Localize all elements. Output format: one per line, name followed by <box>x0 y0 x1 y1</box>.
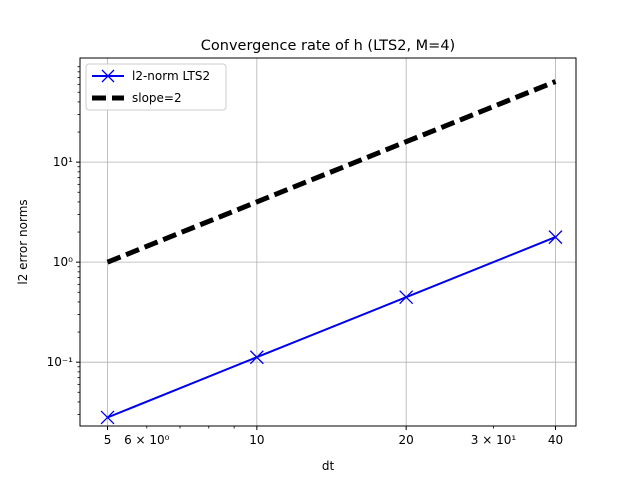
legend-label-slope: slope=2 <box>132 91 182 105</box>
legend-label-l2-norm: l2-norm LTS2 <box>132 69 210 83</box>
x-tick-label: 5 <box>104 433 112 447</box>
x-tick-label: 10 <box>249 433 264 447</box>
series-layer <box>100 79 563 425</box>
data-point-marker <box>249 350 264 365</box>
x-minor-tick-label: 6 × 10⁰ <box>124 433 170 447</box>
y-tick-label: 10¹ <box>53 155 73 169</box>
series-line-l2-norm <box>107 236 556 419</box>
y-axis-label: l2 error norms <box>16 199 30 284</box>
data-point-marker <box>399 290 414 305</box>
legend: l2-norm LTS2 slope=2 <box>85 63 227 111</box>
axis-ticks: 5 10 20 40 6 × 10⁰ 3 × 10¹ 10⁻¹ 10⁰ 10¹ <box>47 66 563 447</box>
x-tick-label: 20 <box>399 433 414 447</box>
x-minor-tick-label: 3 × 10¹ <box>471 433 517 447</box>
data-point-marker <box>100 410 115 425</box>
y-tick-label: 10⁻¹ <box>47 355 74 369</box>
x-axis-label: dt <box>322 459 335 473</box>
plot-area-frame <box>79 57 577 427</box>
legend-marker-x <box>101 69 115 83</box>
series-line-slope <box>106 79 557 265</box>
x-tick-label: 40 <box>548 433 563 447</box>
y-tick-label: 10⁰ <box>53 255 73 269</box>
chart-title: Convergence rate of h (LTS2, M=4) <box>201 38 455 54</box>
data-point-marker <box>548 230 563 245</box>
